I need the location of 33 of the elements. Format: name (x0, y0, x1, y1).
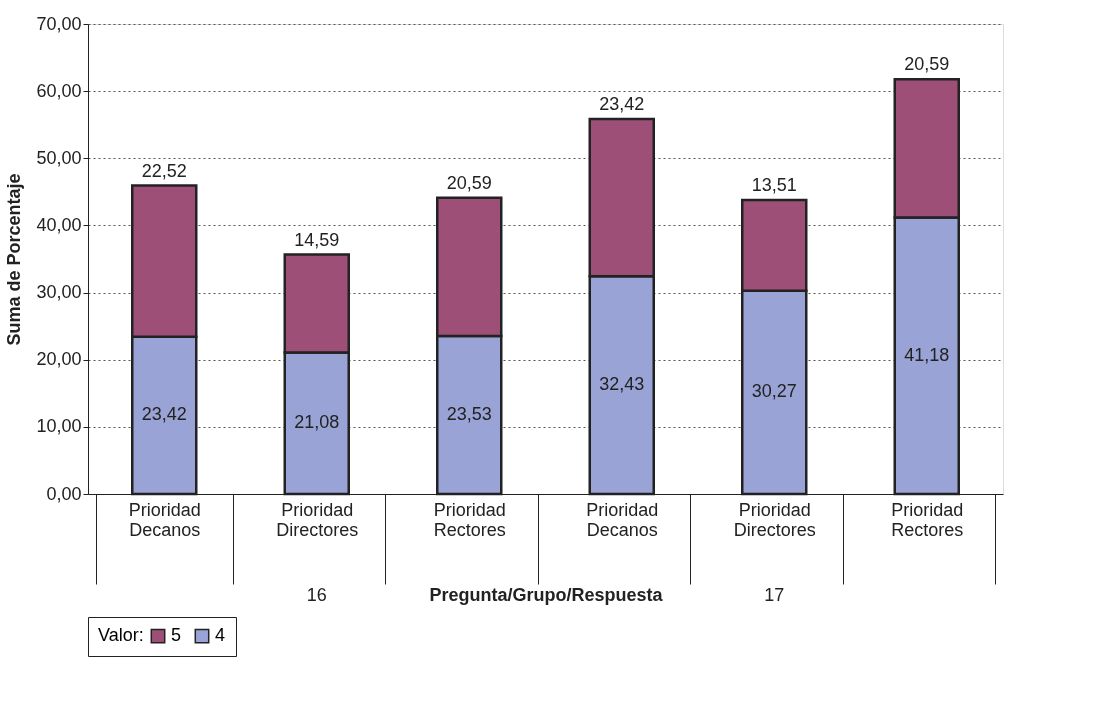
data-label: 13,51 (751, 175, 797, 196)
data-label: 22,52 (141, 160, 187, 181)
y-tick-label: 30,00 (36, 282, 82, 303)
data-label: 14,59 (294, 229, 340, 250)
data-label: 41,18 (904, 344, 950, 365)
x-tick-label: Prioridad Directores (733, 499, 816, 540)
data-label: 23,53 (446, 404, 492, 425)
x-axis-title: Pregunta/Grupo/Respuesta (429, 585, 664, 605)
x-tick-label: Prioridad Directores (276, 499, 359, 540)
text: 16 (306, 585, 327, 605)
y-tick-label: 50,00 (36, 147, 82, 168)
data-label: 23,42 (599, 94, 645, 115)
y-tick-label: 60,00 (36, 80, 82, 101)
y-axis-title: Suma de Porcentaje (4, 173, 25, 346)
legend-label: 5 (171, 625, 182, 646)
y-tick-label: 70,00 (36, 13, 82, 34)
legend-label: 4 (215, 625, 226, 646)
text: 17 (764, 585, 785, 605)
y-tick-label: 0,00 (46, 483, 82, 504)
data-label: 32,43 (599, 374, 645, 395)
x-tick-label: Prioridad Rectores (433, 499, 506, 540)
x-tick-label: Prioridad Rectores (891, 499, 964, 540)
x-tick-label: Prioridad Decanos (128, 499, 201, 540)
data-label: 23,42 (141, 404, 187, 425)
y-tick-label: 20,00 (36, 349, 82, 370)
data-label: 21,08 (294, 412, 340, 433)
y-tick-label: 10,00 (36, 416, 82, 437)
data-label: 30,27 (751, 381, 797, 402)
data-label: 20,59 (904, 54, 950, 75)
y-tick-label: 40,00 (36, 214, 82, 235)
x-tick-label: Prioridad Decanos (586, 499, 659, 540)
legend-title: Valor: (98, 625, 144, 645)
data-label: 20,59 (446, 172, 492, 193)
